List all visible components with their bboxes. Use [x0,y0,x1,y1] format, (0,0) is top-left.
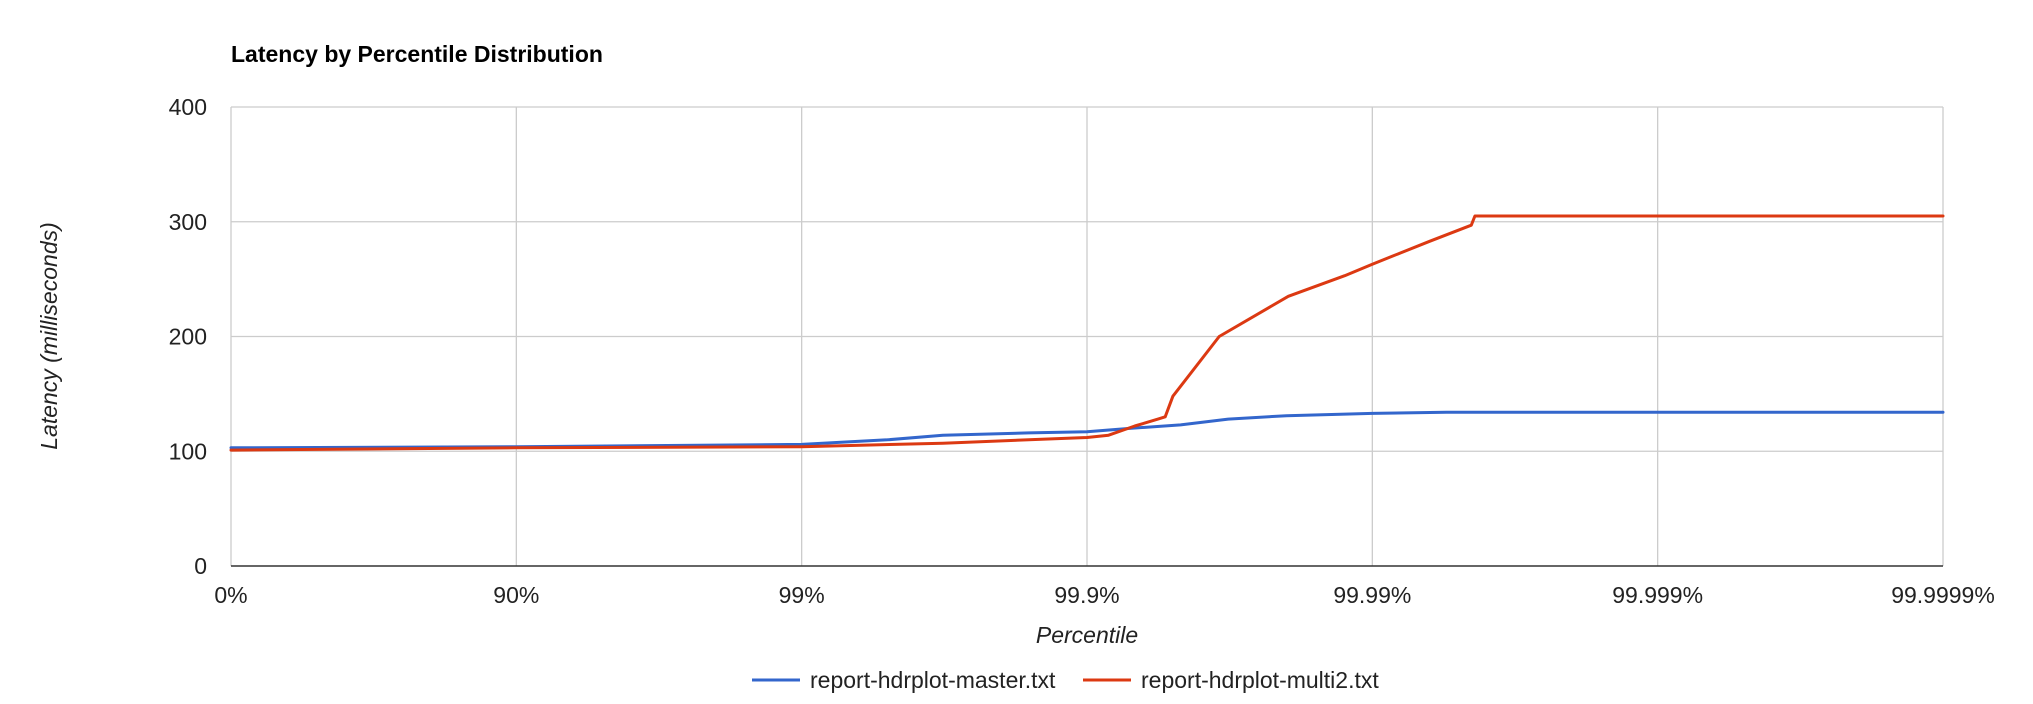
y-axis-ticks: 0 100 200 300 400 [169,94,207,579]
y-tick-label: 0 [194,553,207,579]
y-tick-label: 200 [169,324,207,350]
legend-label: report-hdrplot-multi2.txt [1141,667,1379,693]
series-line-2[interactable] [229,214,1945,452]
legend-item-1[interactable]: report-hdrplot-master.txt [752,667,1056,693]
y-tick-label: 400 [169,94,207,120]
x-axis-ticks: 0% 90% 99% 99.9% 99.99% 99.999% 99.9999% [214,582,1994,608]
x-tick-label: 99% [779,582,825,608]
x-tick-label: 99.9% [1054,582,1119,608]
y-axis-label: Latency (milliseconds) [36,222,62,450]
chart-title: Latency by Percentile Distribution [231,41,603,67]
y-tick-label: 300 [169,209,207,235]
x-tick-label: 0% [214,582,247,608]
series-lines[interactable] [229,214,1945,452]
y-tick-label: 100 [169,438,207,464]
grid [230,106,1944,567]
x-tick-label: 99.99% [1333,582,1411,608]
x-tick-label: 90% [493,582,539,608]
legend[interactable]: report-hdrplot-master.txt report-hdrplot-… [752,667,1379,693]
legend-label: report-hdrplot-master.txt [810,667,1056,693]
x-axis-label: Percentile [1036,622,1138,648]
x-tick-label: 99.9999% [1891,582,1995,608]
legend-item-2[interactable]: report-hdrplot-multi2.txt [1083,667,1379,693]
x-tick-label: 99.999% [1612,582,1703,608]
